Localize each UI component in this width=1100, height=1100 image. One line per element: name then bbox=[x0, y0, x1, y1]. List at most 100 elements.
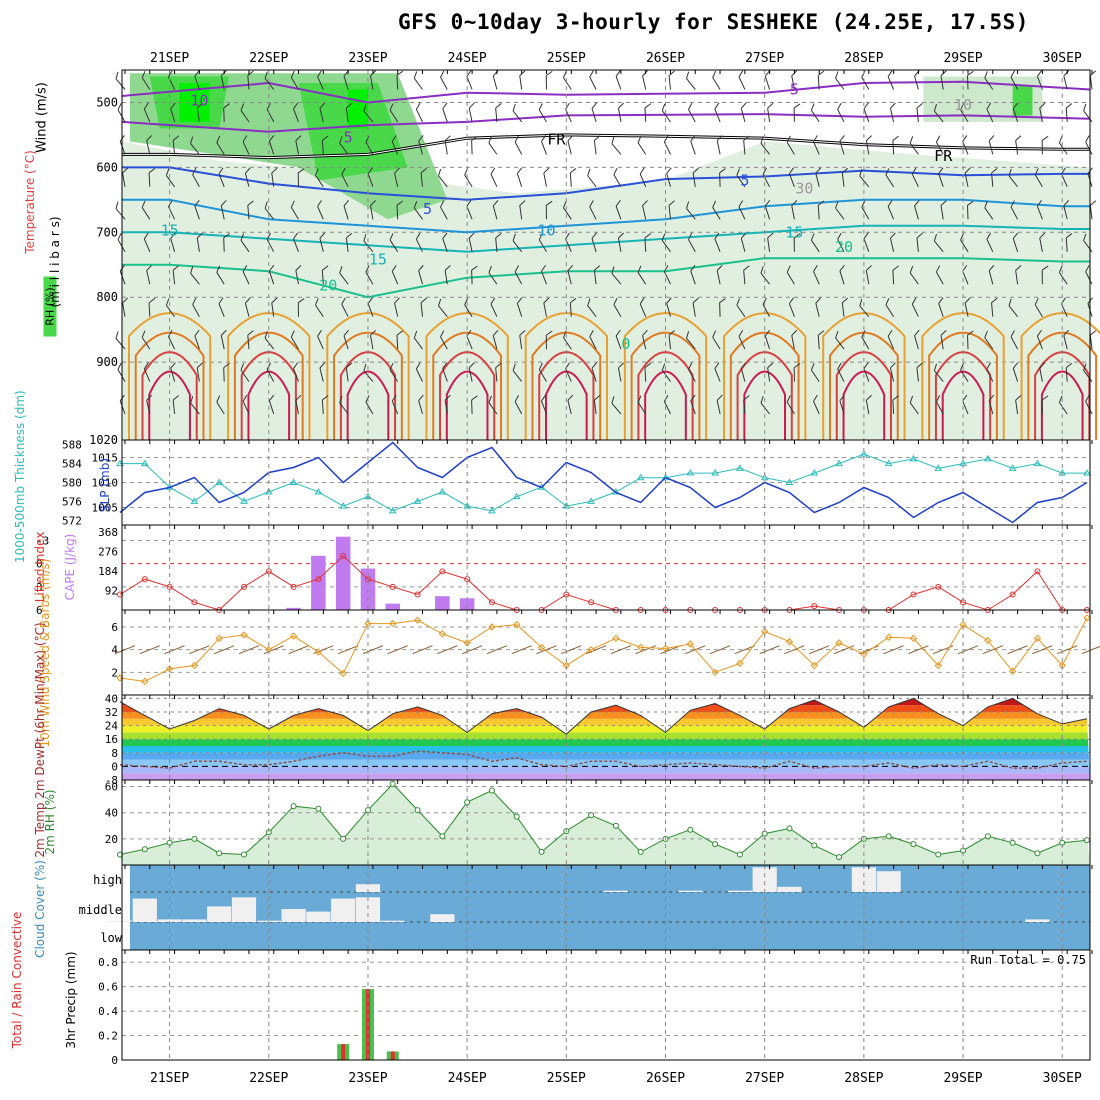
barb-shaft bbox=[591, 368, 597, 382]
barb-flag bbox=[863, 232, 869, 239]
thickness-marker bbox=[488, 506, 496, 514]
precip-convective-bar bbox=[390, 1051, 395, 1060]
thickness-marker bbox=[686, 469, 695, 476]
temp-line bbox=[119, 697, 1088, 735]
wind-speed-point bbox=[934, 661, 942, 670]
barb-flag bbox=[933, 363, 938, 371]
barb-flag bbox=[835, 71, 839, 79]
upper-wind-barb bbox=[591, 102, 597, 123]
lifted-index-point bbox=[910, 591, 917, 598]
day-label-top: 22SEP bbox=[249, 51, 288, 66]
upper-wind-barb bbox=[767, 232, 774, 252]
upper-wind-barb bbox=[519, 330, 526, 350]
barb-shaft bbox=[442, 368, 448, 382]
upper-wind-barb bbox=[692, 297, 699, 317]
cloud-level-label: middle bbox=[79, 903, 122, 917]
upper-wind-barb bbox=[817, 200, 825, 220]
upper-wind-barb bbox=[714, 232, 721, 252]
surface-wind-barb bbox=[412, 645, 433, 655]
barb-shaft bbox=[396, 335, 399, 350]
day-label-top: 26SEP bbox=[646, 51, 685, 66]
upper-wind-barb bbox=[791, 200, 798, 220]
upper-wind-barb bbox=[841, 167, 849, 187]
barb-flag bbox=[914, 329, 920, 336]
upper-wind-barb bbox=[541, 394, 547, 415]
barb-flag bbox=[933, 233, 938, 242]
barb-flag bbox=[240, 233, 245, 241]
upper-wind-barb bbox=[889, 102, 896, 123]
barb-shaft bbox=[940, 75, 944, 90]
rh2m-point bbox=[1034, 850, 1041, 857]
contour-label: 0 bbox=[621, 335, 630, 353]
upper-wind-barb bbox=[1063, 329, 1070, 350]
cape-bar bbox=[286, 607, 301, 610]
upper-wind-barb bbox=[115, 71, 126, 90]
barb-flag bbox=[444, 394, 451, 401]
barb-shaft bbox=[541, 141, 547, 155]
barb-shaft bbox=[190, 143, 200, 155]
thickness-marker bbox=[240, 497, 248, 504]
barb-shaft bbox=[639, 303, 647, 317]
barb-flag bbox=[986, 362, 992, 370]
upper-wind-barb bbox=[341, 167, 349, 188]
barb-shaft bbox=[892, 399, 895, 415]
upper-wind-barb bbox=[611, 136, 622, 155]
warm-isotherm bbox=[531, 331, 602, 440]
upper-wind-barb bbox=[492, 329, 499, 350]
upper-wind-barb bbox=[365, 265, 374, 285]
barb-flag bbox=[240, 103, 245, 111]
upper-wind-barb bbox=[442, 102, 448, 123]
pressure-tick-label: 900 bbox=[96, 355, 118, 369]
barb-flag bbox=[295, 135, 302, 142]
upper-wind-barb bbox=[914, 200, 920, 220]
barb-shaft bbox=[716, 270, 721, 285]
barb-flag bbox=[141, 330, 146, 338]
surface-wind-barb bbox=[362, 645, 384, 655]
barb-flag bbox=[764, 200, 771, 207]
upper-wind-barb bbox=[415, 102, 423, 123]
barb-flag bbox=[190, 266, 194, 274]
barb-flag bbox=[563, 330, 567, 338]
barb-flag bbox=[315, 298, 319, 306]
barb-flag bbox=[1036, 70, 1042, 77]
barb-shaft bbox=[319, 367, 324, 382]
cloud-high-bar bbox=[876, 871, 901, 892]
barb-flag bbox=[793, 103, 801, 109]
upper-wind-barb bbox=[587, 168, 597, 188]
barb-flag bbox=[170, 102, 176, 109]
cloud-middle-bar bbox=[281, 909, 306, 922]
upper-wind-barb bbox=[295, 135, 302, 155]
barb-flag bbox=[514, 265, 519, 273]
barb-shaft bbox=[413, 337, 423, 350]
upper-wind-barb bbox=[617, 102, 625, 122]
upper-wind-barb bbox=[712, 200, 721, 220]
upper-wind-barb bbox=[495, 232, 502, 252]
day-label-top: 21SEP bbox=[150, 51, 189, 66]
freezing-level-inner bbox=[122, 134, 1090, 159]
barb-shaft bbox=[418, 140, 423, 155]
rh-pale-area bbox=[122, 141, 1090, 440]
barb-shaft bbox=[495, 237, 498, 252]
surface-wind-barb bbox=[337, 645, 359, 655]
barb-flag bbox=[914, 200, 920, 207]
rh2m-point bbox=[141, 846, 148, 853]
wind-speed-point bbox=[810, 661, 818, 670]
barb-flag bbox=[168, 330, 173, 337]
rh2m-point bbox=[290, 803, 297, 810]
barb-flag bbox=[863, 362, 869, 369]
barb-shaft bbox=[319, 238, 324, 252]
barb-shaft bbox=[786, 401, 795, 415]
barb-shaft bbox=[593, 140, 597, 155]
barb-flag bbox=[266, 232, 271, 240]
thickness-tick-label: 580 bbox=[62, 477, 82, 490]
upper-wind-barb bbox=[986, 232, 994, 253]
barb-shaft bbox=[743, 140, 746, 155]
lifted-index-point bbox=[340, 552, 347, 559]
barb-shaft bbox=[516, 303, 523, 317]
barb-shaft bbox=[541, 270, 547, 285]
barb-flag bbox=[861, 330, 866, 338]
barb-shaft bbox=[567, 140, 572, 155]
isotherm-minus5c bbox=[121, 113, 1091, 133]
barb-flag bbox=[363, 234, 367, 242]
barb-shaft bbox=[389, 109, 399, 123]
